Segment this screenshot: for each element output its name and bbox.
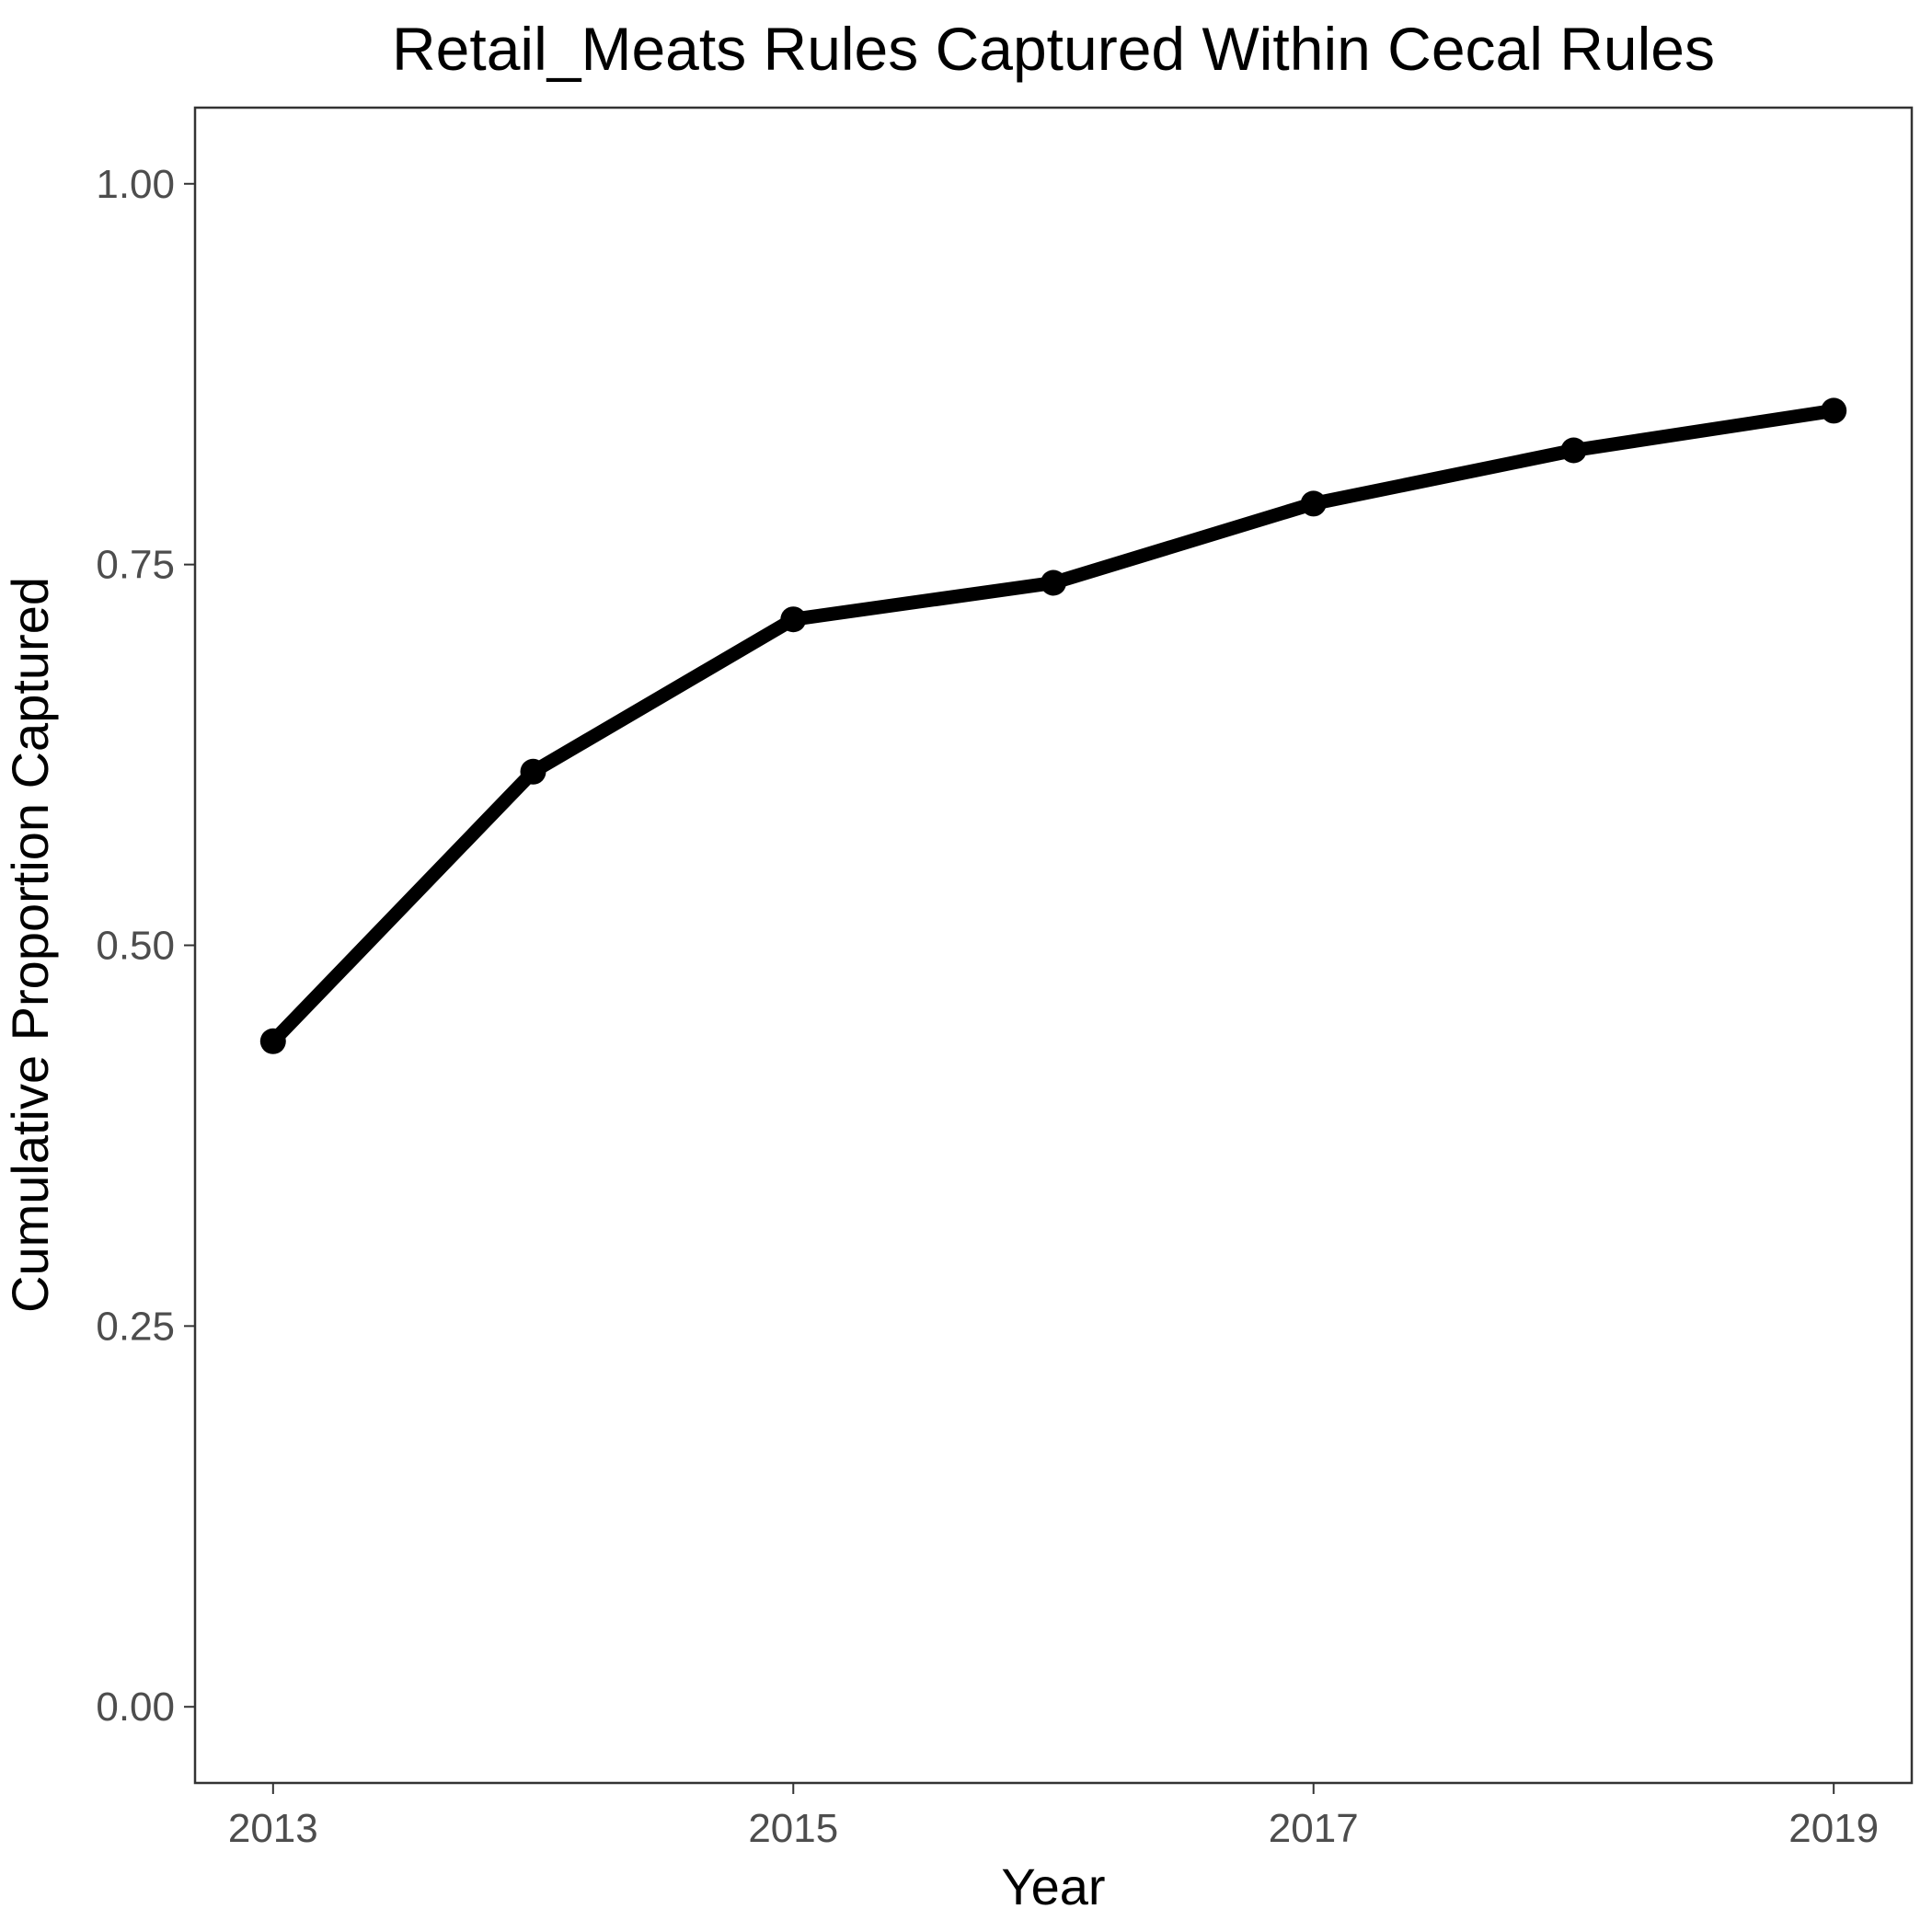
x-axis: 2013 2015 2017 2019 bbox=[228, 1783, 1879, 1851]
chart-title: Retail_Meats Rules Captured Within Cecal… bbox=[392, 15, 1715, 83]
y-tick-label: 1.00 bbox=[96, 162, 175, 207]
y-tick-label: 0.00 bbox=[96, 1685, 175, 1730]
y-tick-label: 0.50 bbox=[96, 924, 175, 969]
x-tick-label: 2017 bbox=[1269, 1806, 1359, 1851]
data-point bbox=[1560, 437, 1587, 464]
plot-panel bbox=[193, 106, 1914, 1785]
x-tick-label: 2015 bbox=[748, 1806, 838, 1851]
y-axis: 0.00 0.25 0.50 0.75 1.00 bbox=[96, 162, 195, 1730]
data-point bbox=[1300, 490, 1327, 517]
y-tick-label: 0.75 bbox=[96, 543, 175, 588]
x-axis-title: Year bbox=[1001, 1857, 1105, 1915]
series-points bbox=[259, 397, 1847, 1054]
data-point bbox=[780, 606, 807, 633]
y-tick-label: 0.25 bbox=[96, 1304, 175, 1349]
data-point bbox=[520, 758, 546, 785]
data-point bbox=[259, 1028, 286, 1054]
data-point bbox=[1041, 569, 1066, 596]
x-tick-label: 2019 bbox=[1788, 1806, 1879, 1851]
data-point bbox=[1821, 397, 1847, 424]
y-axis-title: Cumulative Proportion Captured bbox=[1, 577, 59, 1313]
x-tick-label: 2013 bbox=[228, 1806, 318, 1851]
